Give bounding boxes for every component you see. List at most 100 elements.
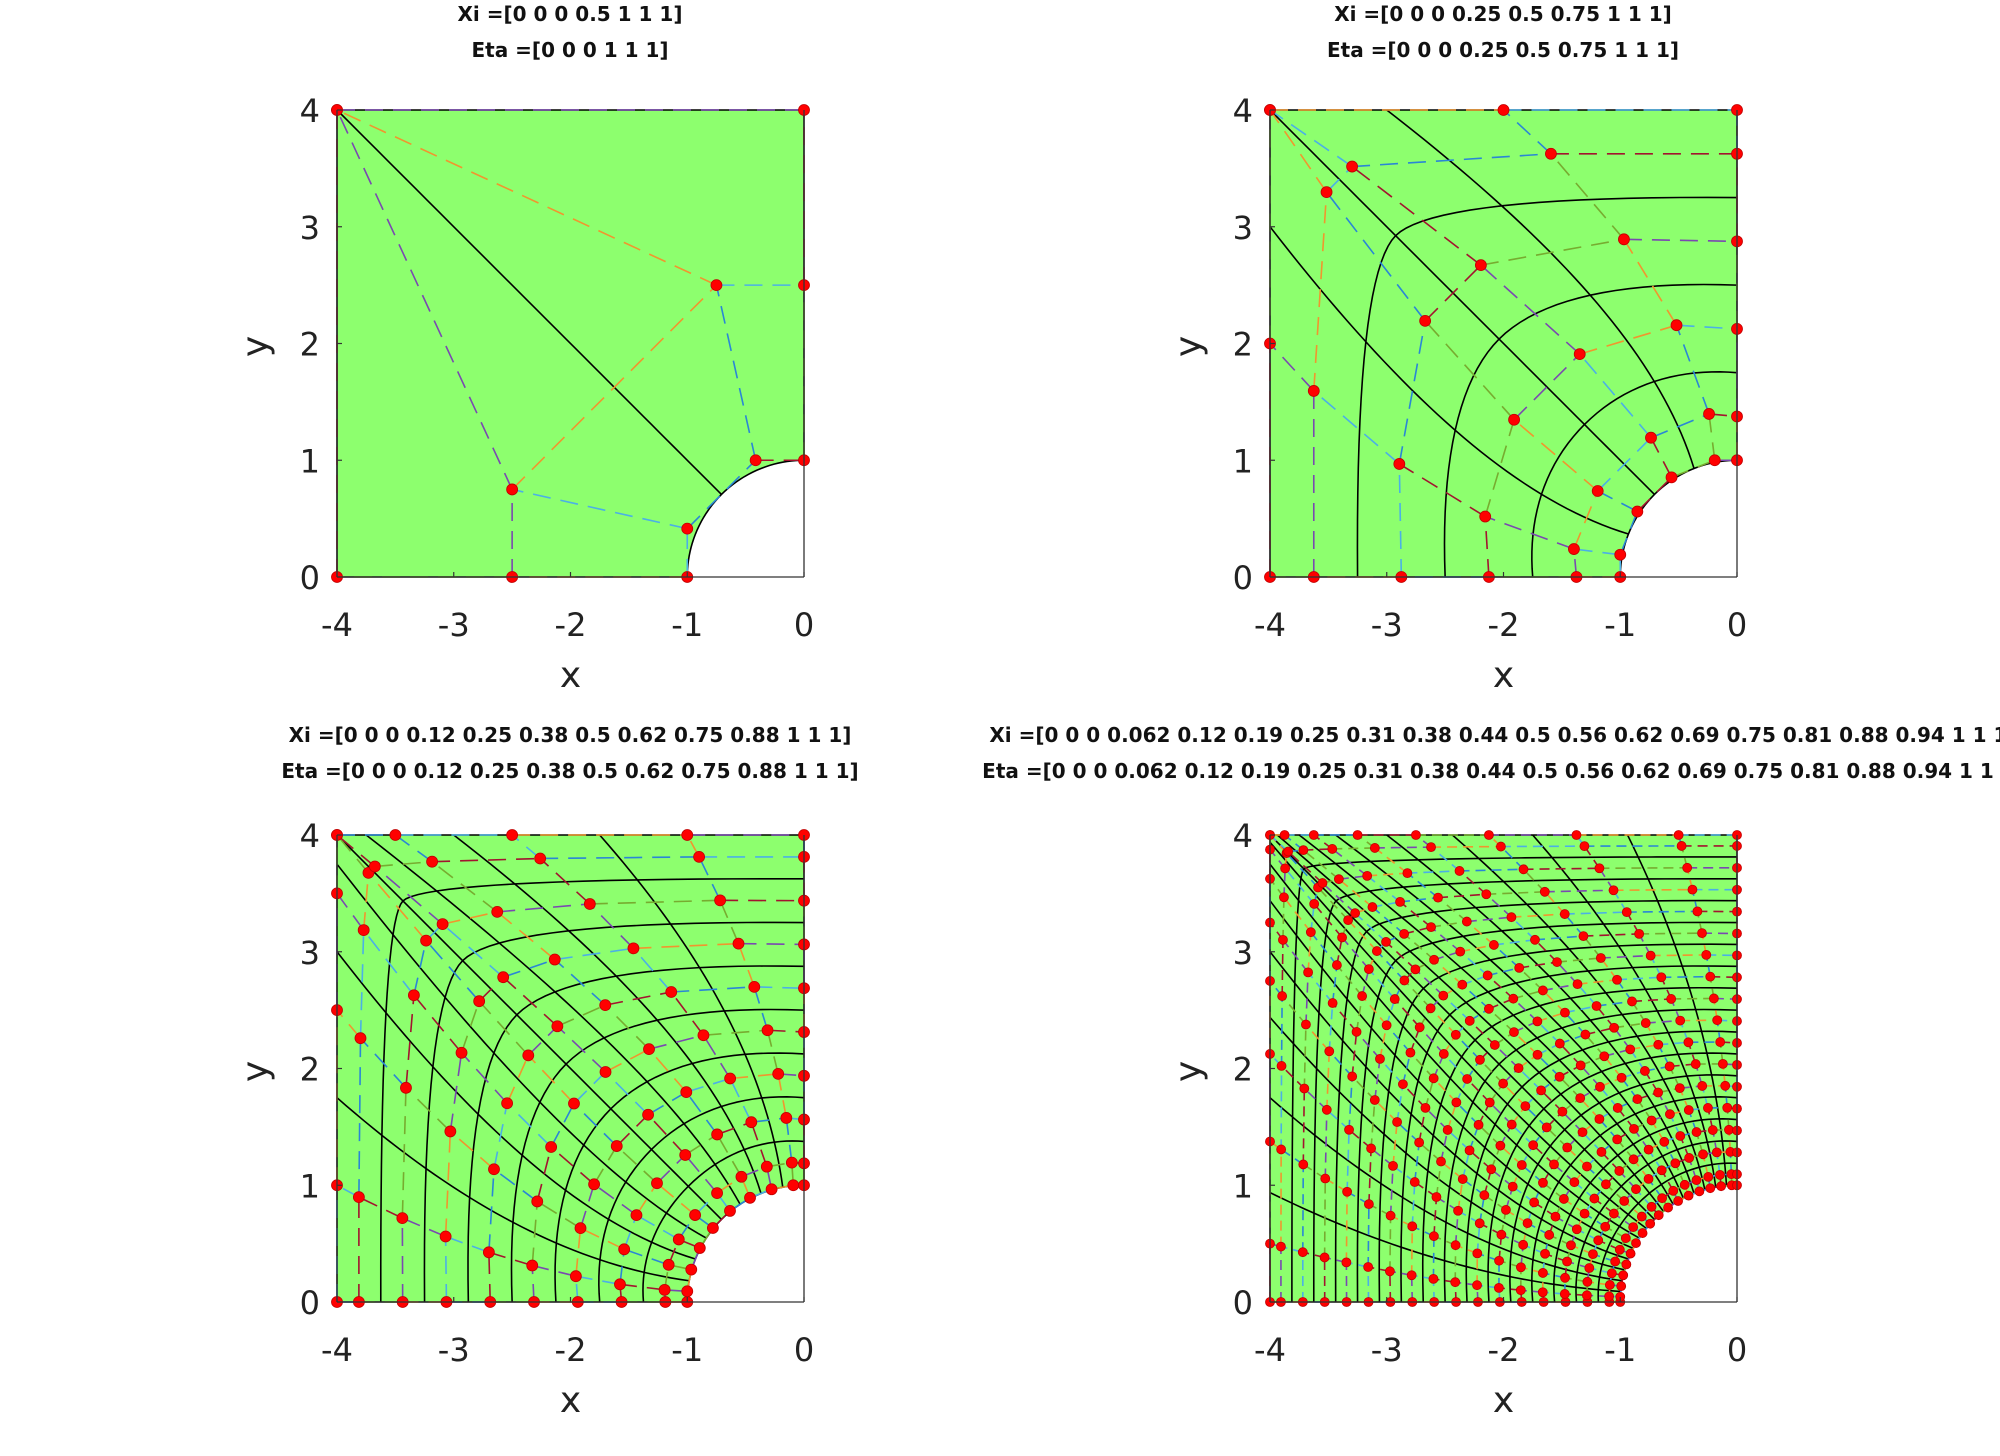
control-point bbox=[1724, 1124, 1734, 1135]
control-polygon-segment bbox=[1280, 996, 1283, 1066]
control-polygon-segment bbox=[1461, 1150, 1471, 1180]
control-polygon-segment bbox=[1623, 238, 1678, 326]
control-point bbox=[1717, 1059, 1728, 1069]
control-point bbox=[1666, 994, 1677, 1004]
y-axis-label: y bbox=[1168, 336, 1209, 357]
control-polygon-segment bbox=[1354, 912, 1387, 943]
control-polygon-segment bbox=[1414, 968, 1444, 997]
mesh-line-eta bbox=[1334, 899, 1738, 1303]
control-polygon-segment bbox=[554, 947, 634, 961]
control-polygon-segment bbox=[737, 943, 756, 988]
x-axis-label: x bbox=[1493, 655, 1514, 696]
control-polygon-segment bbox=[1287, 850, 1324, 884]
mesh-line-eta bbox=[1531, 371, 1738, 578]
control-polygon-segment bbox=[1487, 974, 1514, 1000]
control-polygon-segment bbox=[1419, 1026, 1445, 1055]
control-point bbox=[1716, 1181, 1726, 1192]
control-polygon-segment bbox=[1398, 463, 1403, 578]
control-point bbox=[1301, 1019, 1311, 1030]
control-polygon-segment bbox=[1409, 1052, 1435, 1079]
control-point bbox=[1388, 1160, 1398, 1171]
control-point bbox=[1632, 1094, 1643, 1105]
control-point bbox=[1497, 104, 1510, 116]
control-point bbox=[1559, 909, 1570, 919]
control-point bbox=[665, 986, 678, 998]
control-point bbox=[1399, 928, 1410, 939]
control-polygon-segment bbox=[536, 1146, 552, 1202]
control-polygon-segment bbox=[1479, 1059, 1504, 1085]
control-point bbox=[1320, 1173, 1331, 1184]
control-point bbox=[1591, 1001, 1602, 1011]
control-point bbox=[1484, 1003, 1494, 1014]
control-polygon-segment bbox=[1430, 926, 1461, 953]
control-polygon-segment bbox=[1331, 964, 1338, 1004]
control-polygon-segment bbox=[1536, 1020, 1561, 1045]
control-polygon-segment bbox=[556, 1025, 607, 1073]
control-polygon-segment bbox=[671, 986, 755, 993]
x-tick-label: -3 bbox=[1371, 606, 1403, 644]
control-polygon-segment bbox=[1399, 901, 1432, 928]
control-point bbox=[455, 1046, 468, 1059]
control-point bbox=[1438, 1049, 1449, 1059]
control-polygon-segment bbox=[444, 1131, 452, 1237]
control-point bbox=[1506, 1119, 1517, 1130]
control-point bbox=[1558, 1194, 1569, 1204]
control-polygon-segment bbox=[656, 1154, 686, 1184]
control-polygon-segment bbox=[1332, 847, 1375, 850]
control-point bbox=[658, 1283, 671, 1296]
control-polygon-segment bbox=[1600, 954, 1651, 959]
control-point bbox=[1342, 1186, 1353, 1197]
control-polygon-segment bbox=[1430, 1007, 1457, 1036]
control-point bbox=[1571, 1224, 1582, 1235]
control-polygon-segment bbox=[1355, 995, 1363, 1032]
control-point bbox=[1309, 898, 1320, 909]
control-polygon-segment bbox=[1457, 1178, 1464, 1211]
control-polygon-segment bbox=[1433, 959, 1463, 986]
control-polygon-segment bbox=[702, 1034, 731, 1079]
control-polygon-segment bbox=[1313, 390, 1400, 465]
control-point bbox=[1600, 1221, 1611, 1232]
control-polygon-segment bbox=[1402, 1083, 1427, 1109]
control-polygon-segment bbox=[511, 488, 688, 530]
control-point bbox=[1697, 1081, 1708, 1091]
control-point bbox=[1344, 1124, 1354, 1135]
control-point bbox=[1682, 862, 1693, 873]
control-point bbox=[1631, 505, 1644, 518]
control-point bbox=[531, 1195, 544, 1208]
control-polygon-segment bbox=[1348, 1076, 1353, 1130]
control-point bbox=[1573, 348, 1586, 360]
control-polygon-segment bbox=[1399, 896, 1439, 903]
control-point bbox=[772, 1067, 785, 1080]
control-polygon-segment bbox=[1379, 1058, 1404, 1085]
control-polygon-segment bbox=[1402, 1052, 1412, 1085]
control-point bbox=[1537, 1287, 1548, 1298]
control-polygon-segment bbox=[1347, 919, 1378, 952]
control-polygon-segment bbox=[593, 1183, 637, 1216]
control-point bbox=[548, 953, 561, 966]
x-tick-label: -2 bbox=[1488, 606, 1520, 644]
control-point bbox=[1350, 908, 1361, 919]
control-point bbox=[1362, 870, 1373, 881]
control-polygon-segment bbox=[1303, 1087, 1328, 1111]
control-point bbox=[1351, 1026, 1362, 1037]
control-point bbox=[1538, 1177, 1548, 1188]
control-point bbox=[1484, 830, 1494, 840]
control-polygon-segment bbox=[1579, 353, 1652, 439]
control-polygon-segment bbox=[716, 1121, 752, 1136]
control-point bbox=[1464, 1015, 1475, 1026]
control-point bbox=[1506, 912, 1517, 923]
control-point bbox=[1371, 946, 1382, 956]
control-point bbox=[1554, 1038, 1565, 1049]
control-point bbox=[1712, 1015, 1723, 1026]
control-point bbox=[1614, 1166, 1625, 1176]
control-polygon-segment bbox=[1675, 324, 1710, 415]
x-tick-label: -3 bbox=[1371, 1331, 1403, 1369]
y-tick-label: 0 bbox=[300, 1284, 320, 1322]
y-tick-label: 3 bbox=[1233, 209, 1253, 247]
control-polygon-segment bbox=[527, 1025, 558, 1056]
control-point bbox=[1594, 863, 1605, 874]
control-polygon-segment bbox=[1523, 867, 1600, 871]
control-point bbox=[1438, 990, 1449, 1001]
mesh-line-eta bbox=[1575, 1140, 1738, 1303]
control-point bbox=[1601, 1179, 1611, 1190]
